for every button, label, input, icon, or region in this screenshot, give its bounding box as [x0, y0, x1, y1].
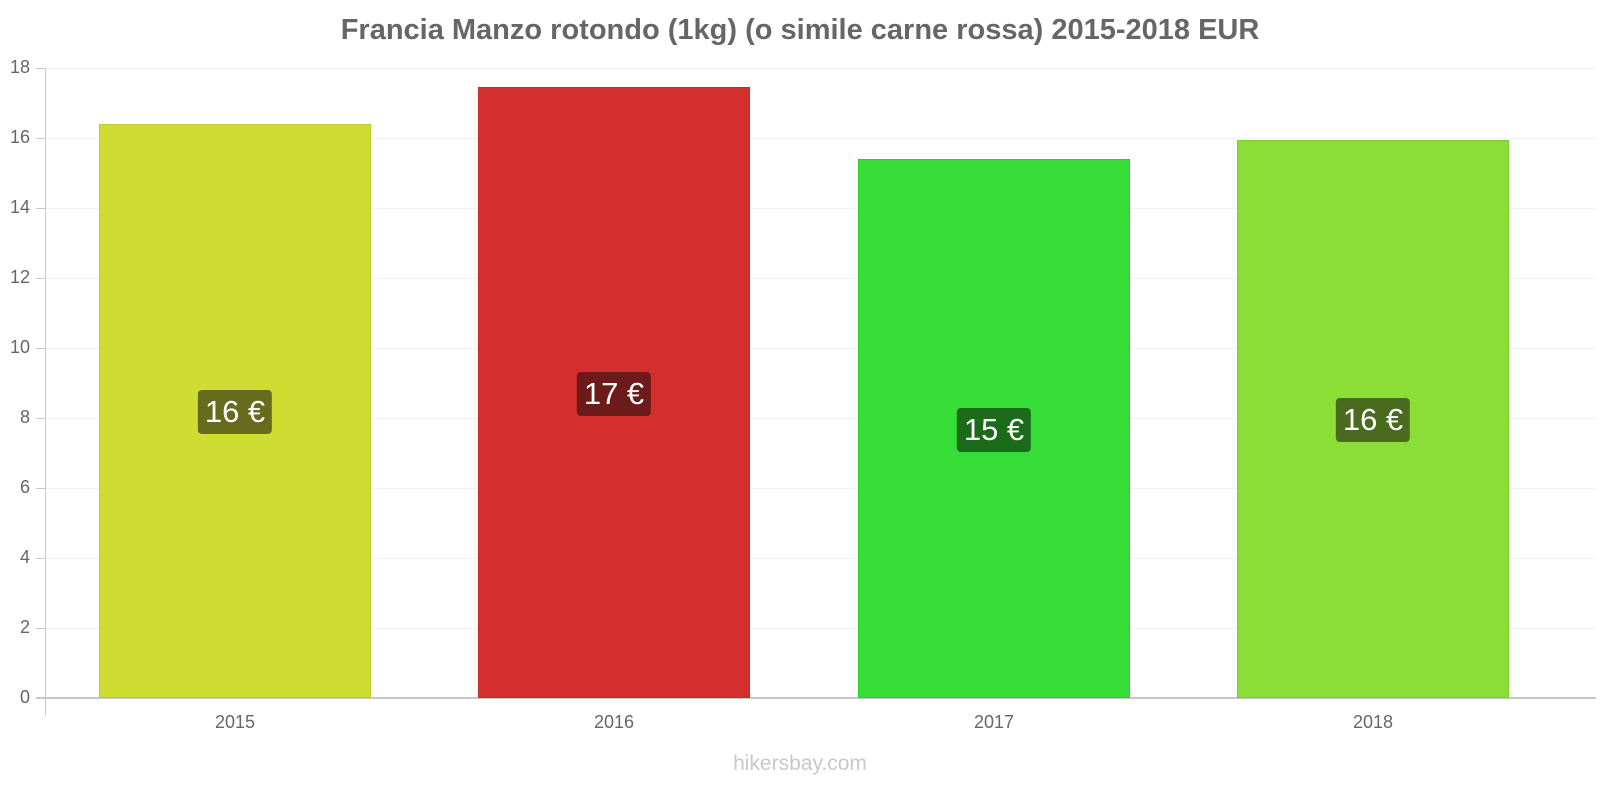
gridline: [46, 278, 1596, 279]
x-axis-line: [36, 697, 1596, 699]
y-tick-mark: [36, 278, 46, 279]
x-tick-label: 2017: [973, 712, 1015, 732]
x-tick-label: 2015: [214, 712, 256, 732]
y-tick-label: 8: [19, 407, 30, 427]
value-label: 17 €: [576, 371, 652, 416]
y-tick-label: 10: [9, 337, 30, 357]
gridline: [46, 558, 1596, 559]
y-tick-mark: [36, 208, 46, 209]
bar-2018[interactable]: 16 €: [1237, 139, 1509, 698]
chart-title: Francia Manzo rotondo (1kg) (o simile ca…: [340, 14, 1260, 46]
x-tick-label: 2016: [593, 712, 635, 732]
y-tick-label: 4: [19, 547, 30, 567]
watermark: hikersbay.com: [733, 752, 867, 775]
y-tick-label: 18: [9, 57, 30, 77]
y-tick-label: 6: [19, 477, 30, 497]
gridline: [46, 348, 1596, 349]
y-tick-label: 0: [19, 687, 30, 707]
y-tick-mark: [36, 418, 46, 419]
y-tick-mark: [36, 138, 46, 139]
y-tick-label: 12: [9, 267, 30, 287]
gridline: [46, 418, 1596, 419]
y-tick-mark: [36, 628, 46, 629]
value-label: 16 €: [1335, 397, 1411, 442]
gridline: [46, 208, 1596, 209]
value-label: 16 €: [197, 390, 273, 434]
gridline: [46, 488, 1596, 489]
bar-2016[interactable]: 17 €: [478, 87, 750, 698]
bar-2015[interactable]: 16 €: [99, 124, 371, 698]
gridline: [46, 138, 1596, 139]
y-tick-label: 2: [19, 617, 30, 637]
value-label: 15 €: [956, 407, 1032, 452]
bar-2017[interactable]: 15 €: [858, 159, 1130, 698]
y-tick-mark: [36, 488, 46, 489]
y-tick-label: 16: [9, 127, 30, 147]
y-tick-mark: [36, 348, 46, 349]
gridline: [46, 68, 1596, 69]
y-tick-label: 14: [9, 197, 30, 217]
y-tick-mark: [36, 558, 46, 559]
x-tick-label: 2018: [1352, 712, 1394, 732]
y-axis-line: [45, 68, 46, 716]
y-tick-mark: [36, 68, 46, 69]
gridline: [46, 628, 1596, 629]
